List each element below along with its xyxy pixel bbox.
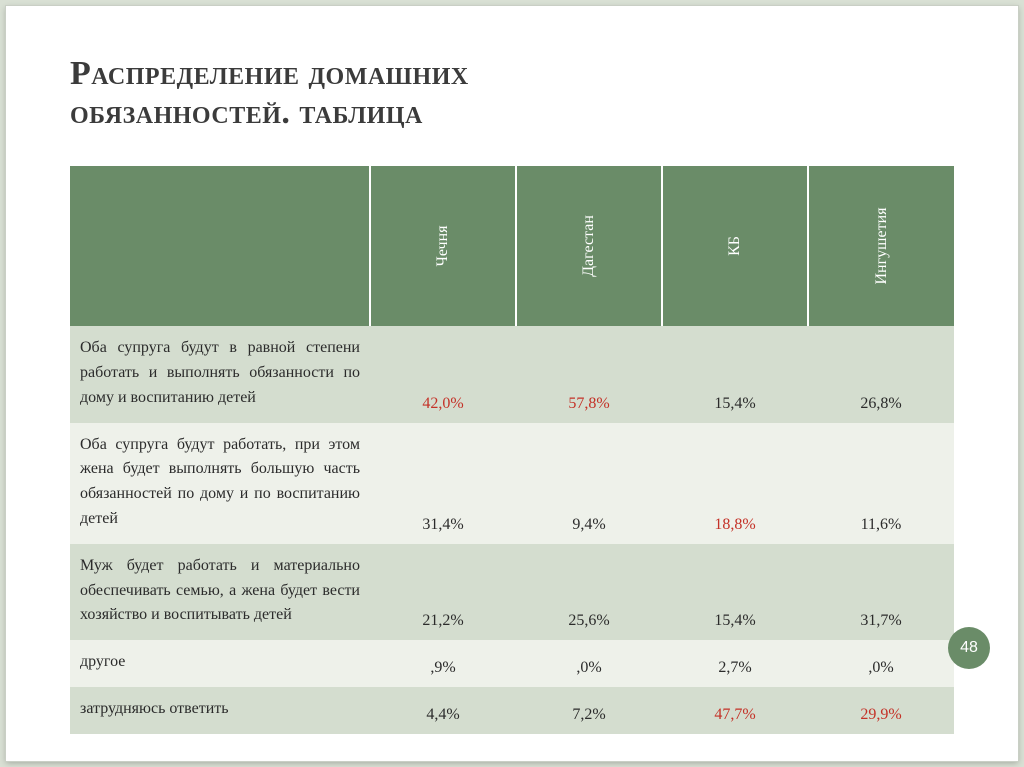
cell-value: 25,6% xyxy=(516,544,662,640)
row-label: Муж будет работать и материально обеспеч… xyxy=(70,544,370,640)
table-header: Дагестан xyxy=(516,166,662,326)
cell-value: 57,8% xyxy=(516,326,662,422)
cell-value: 9,4% xyxy=(516,423,662,544)
table-row: другое,9%,0%2,7%,0% xyxy=(70,640,954,687)
slide-title: Распределение домашних обязанностей. таб… xyxy=(70,54,954,132)
row-label: другое xyxy=(70,640,370,687)
cell-value: 31,7% xyxy=(808,544,954,640)
cell-value: 18,8% xyxy=(662,423,808,544)
table-header-label: Ингушетия xyxy=(873,208,891,285)
table-header: Ингушетия xyxy=(808,166,954,326)
cell-value: 42,0% xyxy=(370,326,516,422)
table-row: Оба супруга будут в равной степени работ… xyxy=(70,326,954,422)
cell-value: 11,6% xyxy=(808,423,954,544)
table-row: Оба супруга будут работать, при этом жен… xyxy=(70,423,954,544)
cell-value: 26,8% xyxy=(808,326,954,422)
row-label: Оба супруга будут работать, при этом жен… xyxy=(70,423,370,544)
table-head: Чечня Дагестан КБ Ингушетия xyxy=(70,166,954,326)
slide: Распределение домашних обязанностей. таб… xyxy=(6,6,1018,761)
table-header: КБ xyxy=(662,166,808,326)
table-body: Оба супруга будут в равной степени работ… xyxy=(70,326,954,734)
page-number: 48 xyxy=(960,639,978,657)
cell-value: 29,9% xyxy=(808,687,954,734)
table-header-label: Дагестан xyxy=(580,215,598,277)
cell-value: 31,4% xyxy=(370,423,516,544)
cell-value: ,0% xyxy=(516,640,662,687)
cell-value: 21,2% xyxy=(370,544,516,640)
data-table: Чечня Дагестан КБ Ингушетия Оба супруга … xyxy=(70,166,954,734)
cell-value: 2,7% xyxy=(662,640,808,687)
cell-value: ,9% xyxy=(370,640,516,687)
cell-value: 47,7% xyxy=(662,687,808,734)
cell-value: 15,4% xyxy=(662,544,808,640)
cell-value: 7,2% xyxy=(516,687,662,734)
cell-value: 4,4% xyxy=(370,687,516,734)
table-header-blank xyxy=(70,166,370,326)
cell-value: 15,4% xyxy=(662,326,808,422)
table-header-label: КБ xyxy=(726,236,744,256)
row-label: затрудняюсь ответить xyxy=(70,687,370,734)
table-row: затрудняюсь ответить4,4%7,2%47,7%29,9% xyxy=(70,687,954,734)
table-row: Муж будет работать и материально обеспеч… xyxy=(70,544,954,640)
page-number-badge: 48 xyxy=(948,627,990,669)
row-label: Оба супруга будут в равной степени работ… xyxy=(70,326,370,422)
table-header-label: Чечня xyxy=(434,226,452,267)
cell-value: ,0% xyxy=(808,640,954,687)
table-header: Чечня xyxy=(370,166,516,326)
